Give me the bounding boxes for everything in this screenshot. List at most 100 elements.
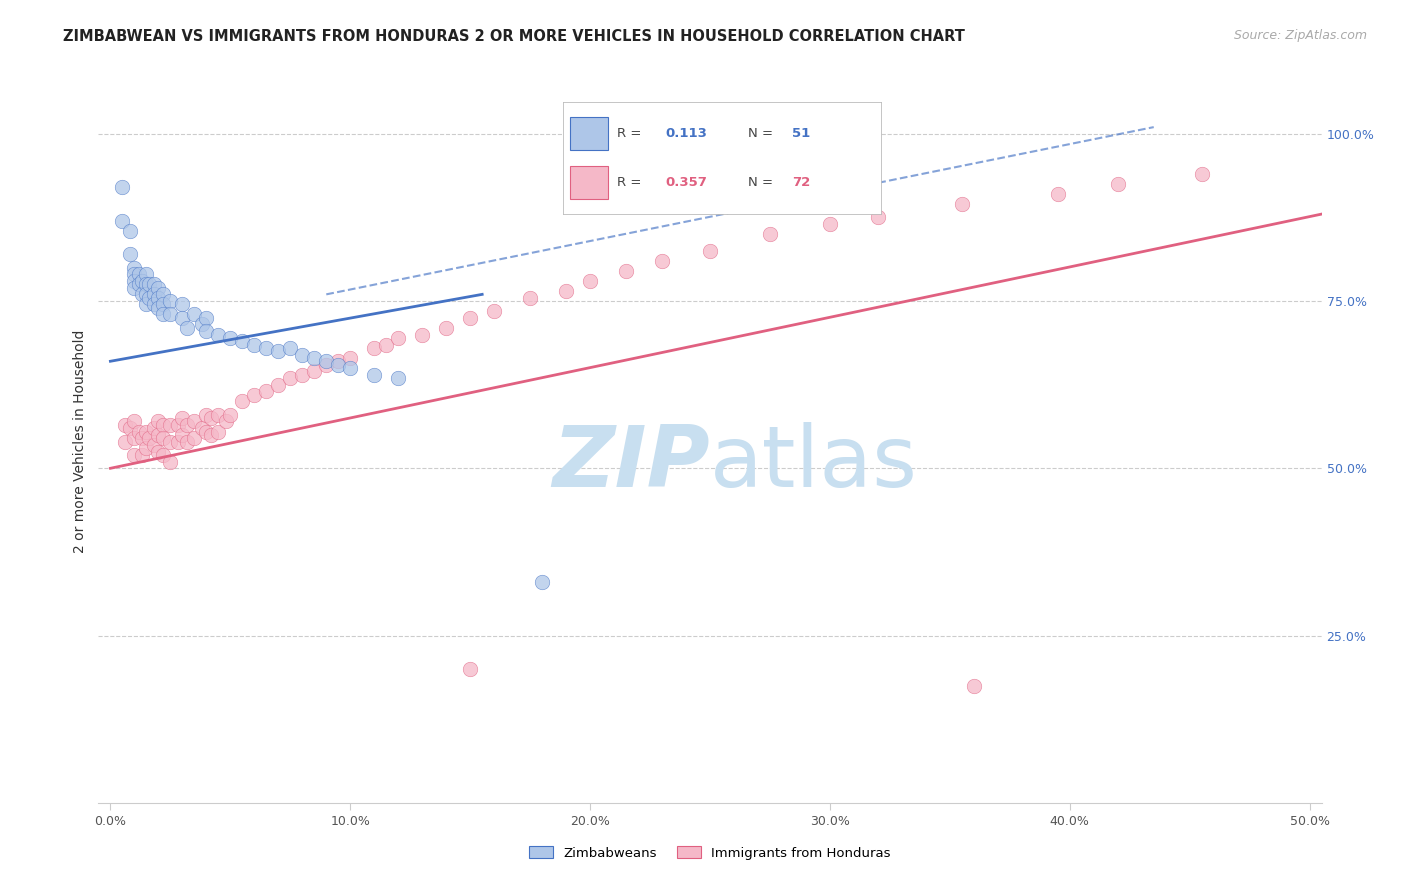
Point — [135, 277, 157, 292]
Point — [135, 268, 157, 282]
Point — [1046, 187, 1069, 202]
Point — [614, 264, 637, 278]
Point — [148, 414, 170, 429]
Point — [142, 421, 165, 435]
Point — [135, 297, 157, 311]
Point — [131, 431, 153, 445]
Point — [339, 361, 361, 376]
Point — [190, 421, 212, 435]
Point — [1191, 167, 1213, 181]
Point — [176, 321, 198, 335]
Point — [200, 427, 222, 442]
Point — [114, 417, 136, 432]
Point — [114, 434, 136, 449]
Point — [166, 434, 188, 449]
Point — [411, 327, 433, 342]
Point — [172, 427, 194, 442]
Point — [231, 334, 253, 349]
Point — [315, 354, 337, 368]
Point — [138, 431, 160, 445]
Point — [291, 348, 314, 362]
Text: ZIP: ZIP — [553, 422, 710, 505]
Point — [138, 291, 160, 305]
Text: Source: ZipAtlas.com: Source: ZipAtlas.com — [1233, 29, 1367, 43]
Point — [200, 411, 222, 425]
Point — [118, 247, 141, 261]
Point — [531, 575, 554, 590]
Point — [152, 297, 174, 311]
Point — [172, 411, 194, 425]
Point — [128, 277, 150, 292]
Point — [195, 324, 218, 338]
Point — [651, 254, 673, 268]
Point — [131, 287, 153, 301]
Point — [214, 414, 236, 429]
Point — [579, 274, 602, 288]
Point — [166, 417, 188, 432]
Point — [195, 425, 218, 439]
Point — [172, 297, 194, 311]
Point — [363, 368, 385, 382]
Point — [387, 331, 409, 345]
Point — [219, 408, 242, 422]
Point — [138, 277, 160, 292]
Point — [219, 331, 242, 345]
Point — [1107, 177, 1129, 191]
Point — [434, 321, 457, 335]
Point — [152, 448, 174, 462]
Point — [135, 442, 157, 455]
Point — [195, 310, 218, 325]
Text: ZIMBABWEAN VS IMMIGRANTS FROM HONDURAS 2 OR MORE VEHICLES IN HOUSEHOLD CORRELATI: ZIMBABWEAN VS IMMIGRANTS FROM HONDURAS 2… — [63, 29, 965, 45]
Point — [254, 341, 277, 355]
Point — [124, 268, 146, 282]
Point — [176, 434, 198, 449]
Point — [315, 358, 337, 372]
Point — [124, 274, 146, 288]
Point — [183, 307, 205, 322]
Point — [759, 227, 782, 242]
Point — [207, 327, 229, 342]
Point — [482, 304, 505, 318]
Point — [124, 414, 146, 429]
Point — [111, 180, 134, 194]
Point — [111, 214, 134, 228]
Text: atlas: atlas — [710, 422, 918, 505]
Point — [148, 301, 170, 315]
Point — [118, 421, 141, 435]
Point — [176, 417, 198, 432]
Point — [152, 287, 174, 301]
Point — [195, 408, 218, 422]
Point — [142, 277, 165, 292]
Point — [231, 394, 253, 409]
Point — [183, 414, 205, 429]
Point — [699, 244, 721, 258]
Point — [124, 431, 146, 445]
Point — [267, 344, 290, 359]
Point — [142, 297, 165, 311]
Point — [124, 281, 146, 295]
Point — [159, 294, 181, 309]
Point — [291, 368, 314, 382]
Point — [159, 434, 181, 449]
Point — [148, 281, 170, 295]
Point — [254, 384, 277, 399]
Point — [519, 291, 541, 305]
Point — [278, 371, 301, 385]
Point — [128, 425, 150, 439]
Point — [363, 341, 385, 355]
Point — [328, 358, 350, 372]
Point — [148, 291, 170, 305]
Point — [328, 354, 350, 368]
Point — [172, 310, 194, 325]
Point — [152, 431, 174, 445]
Point — [159, 417, 181, 432]
Point — [148, 427, 170, 442]
Point — [207, 425, 229, 439]
Point — [135, 287, 157, 301]
Point — [128, 268, 150, 282]
Point — [339, 351, 361, 365]
Point — [124, 260, 146, 275]
Y-axis label: 2 or more Vehicles in Household: 2 or more Vehicles in Household — [73, 330, 87, 553]
Point — [278, 341, 301, 355]
Point — [152, 307, 174, 322]
